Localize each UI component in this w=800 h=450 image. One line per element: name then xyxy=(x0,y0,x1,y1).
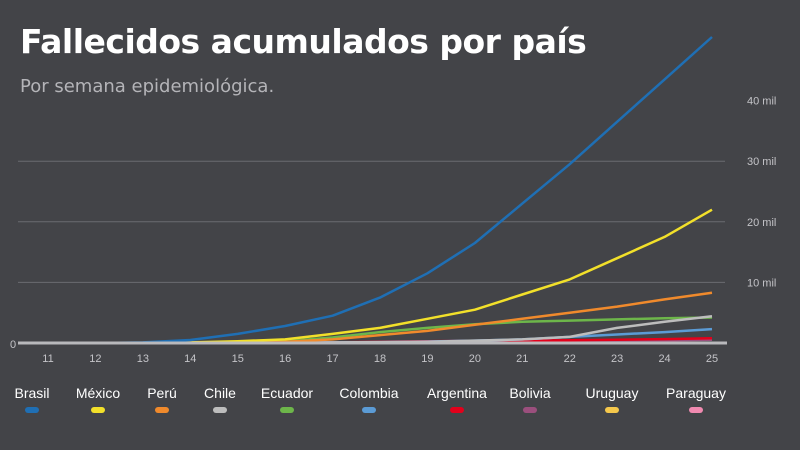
x-tick-label: 24 xyxy=(658,353,670,365)
x-tick-label: 12 xyxy=(89,353,101,365)
x-tick-label: 11 xyxy=(42,353,53,365)
x-tick-label: 21 xyxy=(516,353,528,365)
x-tick-label: 23 xyxy=(611,353,623,365)
legend-label: Brasil xyxy=(14,385,49,401)
x-tick-label: 22 xyxy=(564,353,576,365)
x-tick-label: 15 xyxy=(232,353,244,365)
legend-label: Colombia xyxy=(339,385,398,401)
legend-swatch-perú xyxy=(155,407,169,413)
x-tick-label: 17 xyxy=(326,353,338,365)
legend-label: Argentina xyxy=(427,385,487,401)
legend-label: México xyxy=(76,385,121,401)
x-tick-label: 20 xyxy=(469,353,481,365)
legend-label: Bolivia xyxy=(509,385,550,401)
y-tick-label: 0 xyxy=(10,339,16,351)
legend-label: Paraguay xyxy=(666,385,726,401)
series-line-brasil xyxy=(48,36,713,345)
legend-swatch-argentina xyxy=(450,407,464,413)
x-tick-label: 19 xyxy=(421,353,433,365)
legend-swatch-méxico xyxy=(91,407,105,413)
legend-label: Perú xyxy=(147,385,177,401)
x-tick-label: 18 xyxy=(374,353,386,365)
legend-label: Uruguay xyxy=(586,385,639,401)
legend-swatch-bolivia xyxy=(523,407,537,413)
chart-title: Fallecidos acumulados por país xyxy=(20,22,587,61)
y-tick-label: 30 mil xyxy=(747,156,776,168)
y-tick-label: 10 mil xyxy=(747,277,776,289)
legend-swatch-colombia xyxy=(362,407,376,413)
x-tick-label: 25 xyxy=(706,353,718,365)
x-tick-label: 13 xyxy=(137,353,149,365)
legend-label: Ecuador xyxy=(261,385,313,401)
legend-swatch-paraguay xyxy=(689,407,703,413)
legend-label: Chile xyxy=(204,385,236,401)
x-tick-label: 16 xyxy=(279,353,291,365)
x-tick-label: 14 xyxy=(184,353,196,365)
legend-swatch-uruguay xyxy=(605,407,619,413)
legend-swatch-brasil xyxy=(25,407,39,413)
y-tick-label: 20 mil xyxy=(747,217,776,229)
series-line-méxico xyxy=(48,208,713,345)
legend-swatch-ecuador xyxy=(280,407,294,413)
legend-swatch-chile xyxy=(213,407,227,413)
y-tick-label: 40 mil xyxy=(747,96,776,108)
chart-subtitle: Por semana epidemiológica. xyxy=(20,76,275,97)
